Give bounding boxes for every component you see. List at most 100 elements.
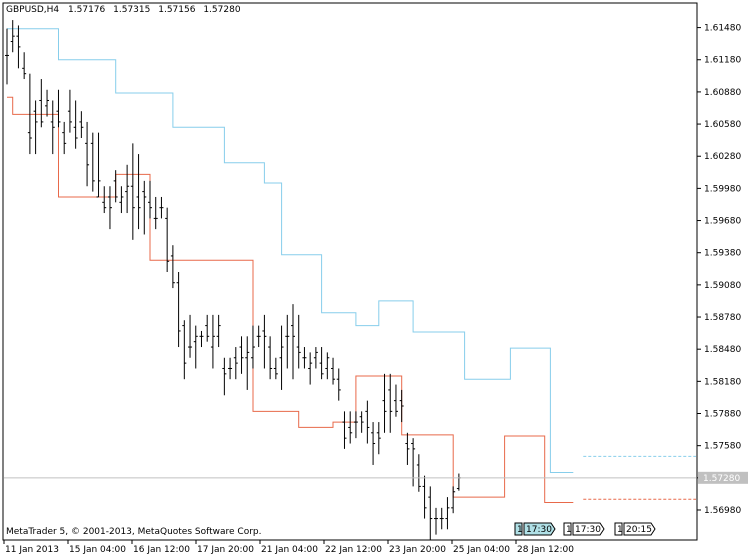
ohlc-bar [233,347,238,380]
ohlc-bar [130,143,135,240]
price-axis[interactable]: 1.61480 1.61180 1.60880 1.60580 1.60280 1.599… [697,24,748,516]
ohlc-bar [416,454,421,492]
price-tag [698,471,748,484]
ohlc-bar [199,330,204,348]
ohlc-bar [371,422,376,465]
event-count-box [614,522,623,536]
x-tick-label: 25 Jan 04:00 [453,545,510,555]
ohlc-bar [136,154,141,230]
y-tick-label: 1.58480 [704,345,741,355]
event-count: 1 [617,525,623,535]
ohlc-bar [250,325,255,369]
ohlc-bar [296,314,301,369]
y-tick-label: 1.61480 [704,24,741,34]
ohlc-bar [336,368,341,401]
event-time-box [623,522,656,536]
ohlc-bar [256,325,261,348]
channel-bands [7,28,696,503]
event-count: 1 [566,525,572,535]
ohlc-bar [245,336,250,390]
ohlc-bar [5,28,9,85]
event-marker[interactable]: 1 17:30 [563,522,605,536]
x-tick-label: 15 Jan 04:00 [69,545,126,555]
ohlc-bar [331,357,336,385]
chart-header: GBPUSD,H4 1.57176 1.57315 1.57156 1.5728… [6,5,241,15]
event-time: 17:30 [575,525,601,535]
ohlc-bar [222,357,227,396]
ohlc-bar [451,486,456,514]
ohlc-bar [170,245,175,289]
x-tick-label: 28 Jan 12:00 [517,545,574,555]
y-tick-label: 1.57880 [704,410,741,420]
event-time-box [572,522,605,536]
plot-area[interactable] [2,2,698,541]
ohlc-bar [39,79,44,128]
ohlc-bar [148,180,152,219]
ohlc-bar [399,389,404,423]
y-tick-label: 1.59080 [704,281,741,291]
ohlc-bar [142,180,147,235]
y-tick-label: 1.56980 [704,506,741,516]
event-time-box [523,522,556,536]
time-axis[interactable]: 11 Jan 2013 15 Jan 04:00 16 Jan 12:00 17 Ja… [3,540,574,555]
ohlc-bar [285,314,290,369]
event-count-box [563,522,572,536]
x-tick-label: 21 Jan 04:00 [261,545,318,555]
ohlc-bar [388,373,393,433]
y-tick-label: 1.59380 [704,249,741,259]
ohlc-bar [353,411,358,439]
price-tag-label: 1.57280 [703,474,740,484]
y-tick-label: 1.58180 [704,377,741,387]
ohlc-bar [153,196,158,230]
ohlc-bar [325,352,330,380]
ohlc-bar [239,336,244,374]
ohlc-bar [67,89,72,133]
ohlc-bar [268,336,273,380]
y-tick-label: 1.59980 [704,184,741,194]
ohlc-bar [308,352,313,385]
ohlc-bar [27,73,32,155]
ohlc-bar [85,121,90,187]
ohlc-bar [188,314,193,358]
x-tick-label: 11 Jan 2013 [5,545,59,555]
x-tick-label: 17 Jan 20:00 [197,545,254,555]
event-marker[interactable]: 1 17:30 [514,522,556,536]
ohlc-bar [193,325,198,369]
ohlc-bar [159,196,164,219]
ohlc-bar [216,314,221,348]
ohlc-bar [73,100,78,149]
y-tick-label: 1.59680 [704,217,741,227]
event-markers[interactable]: 1 17:30 1 17:30 1 20:15 [514,522,656,536]
ohlc-bar [422,475,427,519]
ohlc-bar [342,411,347,449]
ohlc-bar [107,186,112,230]
ohlc-bar [445,497,450,530]
ohlc-bar [262,314,267,369]
ohlc-bar [22,52,27,80]
ohlc-bars [5,20,461,540]
close-value: 1.57280 [203,5,240,15]
ohlc-bar [291,304,295,380]
ohlc-bar [365,400,370,444]
ohlc-bar [62,121,67,155]
y-tick-label: 1.60280 [704,152,741,162]
event-count-box [514,522,523,536]
high-value: 1.57315 [113,5,150,15]
x-tick-label: 16 Jan 12:00 [133,545,190,555]
ohlc-bar [10,20,15,53]
y-tick-label: 1.60580 [704,120,741,130]
event-count: 1 [517,525,523,535]
x-tick-label: 22 Jan 12:00 [325,545,382,555]
y-tick-label: 1.58780 [704,313,741,323]
ohlc-bar [302,347,307,369]
ohlc-bar [273,357,278,380]
event-time: 17:30 [526,525,552,535]
ohlc-bar [228,357,233,380]
ohlc-bar [382,373,387,433]
ohlc-bar [434,507,438,535]
ohlc-bar [411,438,416,487]
event-marker[interactable]: 1 20:15 [614,522,656,536]
ohlc-bar [210,314,215,369]
